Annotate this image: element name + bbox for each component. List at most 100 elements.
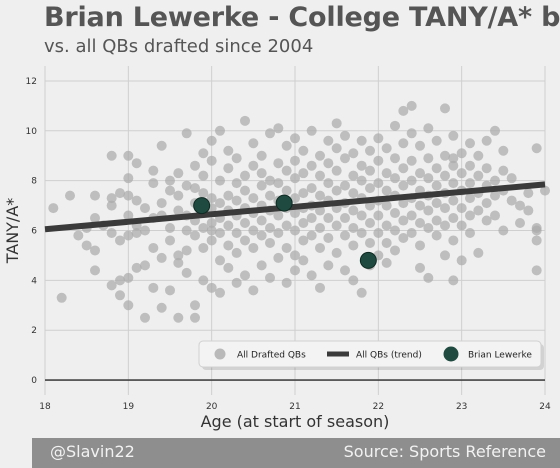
qb-point xyxy=(256,215,267,226)
qb-point xyxy=(440,103,450,114)
qb-point xyxy=(448,130,459,141)
qb-point xyxy=(506,195,517,206)
qb-point xyxy=(381,220,392,231)
qb-point xyxy=(381,168,392,179)
qb-point xyxy=(56,292,67,303)
qb-point xyxy=(373,155,384,166)
qb-point xyxy=(115,235,125,246)
qb-point xyxy=(465,193,475,204)
qb-point xyxy=(473,170,484,181)
qb-point xyxy=(248,138,259,149)
qb-point xyxy=(340,265,350,276)
qb-point xyxy=(115,275,125,286)
qb-point xyxy=(481,215,492,226)
legend-label-lewerke: Brian Lewerke xyxy=(468,351,532,361)
qb-point xyxy=(156,302,167,313)
qb-point xyxy=(415,240,425,251)
qb-point xyxy=(415,140,425,151)
qb-point xyxy=(323,232,334,243)
qb-point xyxy=(415,168,425,179)
qb-point xyxy=(248,160,259,171)
qb-point xyxy=(298,188,309,199)
qb-point xyxy=(290,208,300,219)
qb-point xyxy=(273,178,284,189)
qb-point xyxy=(331,247,342,258)
qb-point xyxy=(448,153,459,164)
qb-point xyxy=(281,185,292,196)
qb-point xyxy=(181,225,192,236)
qb-point xyxy=(440,250,450,261)
qb-point xyxy=(240,218,250,229)
qb-point xyxy=(131,195,142,206)
qb-point xyxy=(298,235,309,246)
qb-point xyxy=(523,205,534,216)
y-tick-label: 4 xyxy=(31,276,37,286)
qb-point xyxy=(306,230,317,241)
qb-point xyxy=(290,155,300,166)
qb-point xyxy=(381,237,392,248)
qb-point xyxy=(190,300,200,311)
qb-point xyxy=(90,190,100,201)
x-tick-label: 19 xyxy=(123,402,135,412)
qb-point xyxy=(456,148,467,159)
qb-point xyxy=(448,195,459,206)
qb-point xyxy=(240,235,250,246)
qb-point xyxy=(348,275,359,286)
qb-point xyxy=(540,185,550,196)
qb-point xyxy=(490,210,500,221)
y-tick-label: 10 xyxy=(26,127,38,137)
qb-point xyxy=(381,200,392,211)
qb-point xyxy=(431,215,442,226)
qb-point xyxy=(298,168,309,179)
qb-point xyxy=(265,223,275,234)
qb-point xyxy=(381,185,392,196)
qb-point xyxy=(248,242,259,253)
qb-point xyxy=(215,175,225,186)
qb-point xyxy=(440,170,450,181)
qb-point xyxy=(223,190,234,201)
qb-point xyxy=(173,190,184,201)
qb-point xyxy=(423,223,434,234)
qb-point xyxy=(106,150,117,161)
qb-point xyxy=(298,218,309,229)
qb-point xyxy=(248,225,259,236)
qb-point xyxy=(456,203,467,214)
qb-point xyxy=(223,240,234,251)
qb-point xyxy=(256,230,267,241)
qb-point xyxy=(340,230,350,241)
qb-point xyxy=(365,237,375,248)
qb-point xyxy=(406,210,417,221)
qb-point xyxy=(65,190,75,201)
qb-point xyxy=(198,242,209,253)
qb-point xyxy=(106,193,117,204)
lewerke-point xyxy=(193,197,211,215)
qb-point xyxy=(315,205,325,216)
qb-point xyxy=(365,165,375,176)
qb-point xyxy=(231,247,242,258)
qb-point xyxy=(456,255,467,266)
qb-point xyxy=(181,128,192,139)
qb-point xyxy=(323,213,334,224)
qb-point xyxy=(131,158,142,169)
qb-point xyxy=(165,175,175,186)
qb-point xyxy=(381,143,392,154)
qb-point xyxy=(306,125,317,136)
qb-point xyxy=(348,205,359,216)
qb-point xyxy=(123,190,134,201)
qb-point xyxy=(448,160,459,171)
qb-point xyxy=(515,218,525,229)
qb-point xyxy=(456,168,467,179)
x-tick-label: 24 xyxy=(539,402,551,412)
qb-point xyxy=(331,165,342,176)
qb-point xyxy=(198,148,209,159)
qb-point xyxy=(148,178,159,189)
qb-point xyxy=(173,250,184,261)
qb-point xyxy=(498,145,509,156)
qb-point xyxy=(148,282,159,293)
qb-point xyxy=(465,227,475,238)
qb-point xyxy=(440,203,450,214)
qb-point xyxy=(240,170,250,181)
qb-point xyxy=(156,198,167,209)
qb-point xyxy=(290,193,300,204)
qb-point xyxy=(398,180,409,191)
